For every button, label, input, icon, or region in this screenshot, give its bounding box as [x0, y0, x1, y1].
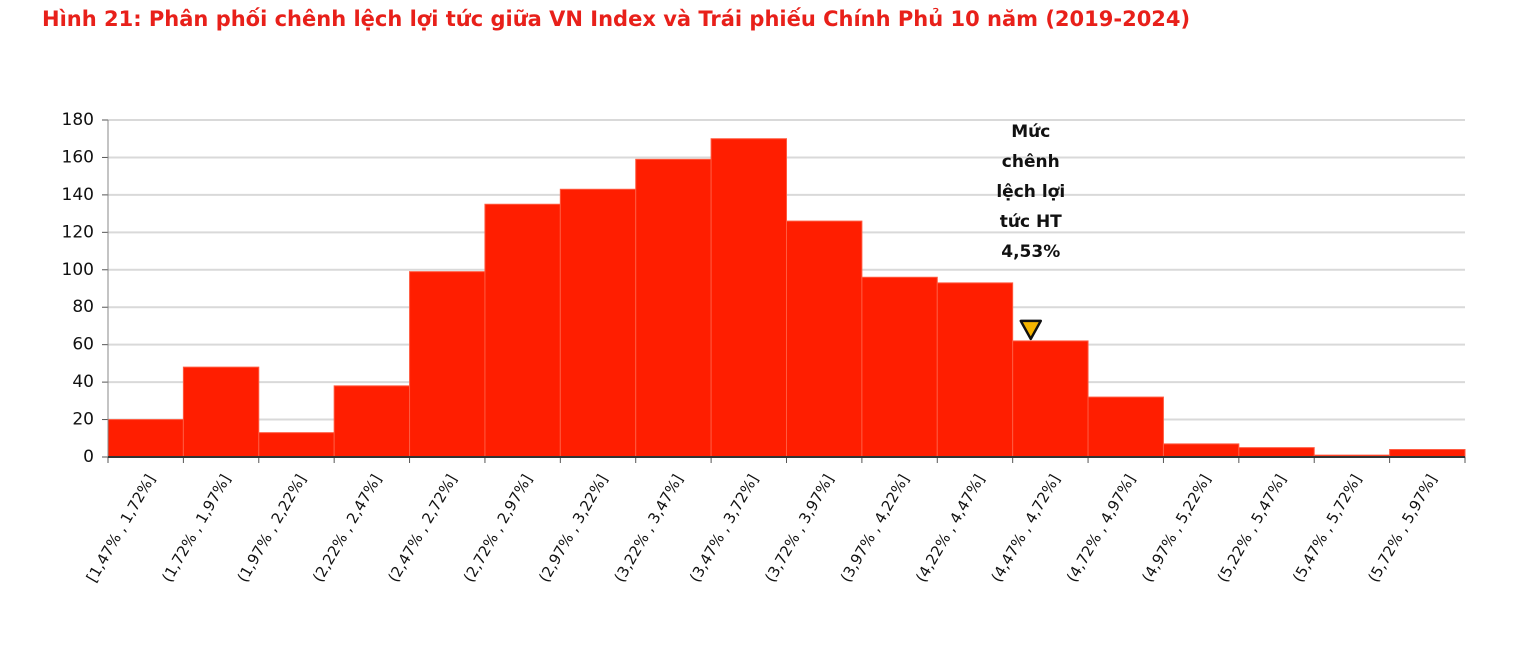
annotation-text: 4,53%	[1001, 242, 1060, 262]
y-tick-label: 60	[72, 335, 94, 355]
x-tick-label: (3,97% , 4,22%]	[837, 471, 913, 585]
annotation-text: lệch lợi	[996, 182, 1065, 202]
bar	[258, 432, 335, 458]
bar	[861, 276, 938, 458]
x-tick-label: (3,47% , 3,72%]	[686, 471, 762, 585]
x-tick-label: (5,22% , 5,47%]	[1214, 471, 1290, 585]
x-tick-label: (2,97% , 3,22%]	[535, 471, 611, 585]
bar	[635, 158, 712, 458]
x-tick-label: (4,72% , 4,97%]	[1063, 471, 1139, 585]
x-tick-label: (4,97% , 5,22%]	[1138, 471, 1214, 585]
x-tick-label: (3,72% , 3,97%]	[761, 471, 837, 585]
chart-title: Hình 21: Phân phối chênh lệch lợi tức gi…	[42, 7, 1190, 31]
y-tick-label: 180	[62, 110, 94, 130]
annotation-text: chênh	[1002, 152, 1060, 172]
x-tick-label: (4,47% , 4,72%]	[987, 471, 1063, 585]
annotation-marker	[1019, 319, 1043, 341]
y-tick-label: 140	[62, 185, 94, 205]
bar	[936, 282, 1014, 458]
bar	[409, 271, 486, 458]
bar	[1087, 396, 1164, 458]
x-tick-label: (1,97% , 2,22%]	[234, 471, 310, 585]
annotation-text: tức HT	[1000, 212, 1062, 232]
annotation-text: Mức	[1011, 122, 1050, 142]
x-tick-label: [1,47% , 1,72%]	[83, 471, 159, 585]
bar	[107, 419, 184, 458]
bar	[710, 138, 787, 458]
x-tick-label: (3,22% , 3,47%]	[611, 471, 687, 585]
bar	[786, 220, 863, 458]
y-tick-label: 40	[72, 372, 94, 392]
x-tick-label: (5,72% , 5,97%]	[1364, 471, 1440, 585]
y-tick-label: 120	[62, 222, 94, 242]
bar	[484, 203, 561, 458]
bar	[182, 366, 260, 458]
y-tick-label: 160	[62, 147, 94, 167]
y-tick-label: 100	[62, 260, 94, 280]
bar	[1238, 447, 1315, 458]
bar	[1012, 340, 1089, 458]
x-tick-label: (5,47% , 5,72%]	[1289, 471, 1365, 585]
bar	[1389, 449, 1466, 458]
bar	[559, 188, 637, 458]
y-tick-label: 80	[72, 297, 94, 317]
x-tick-label: (1,72% , 1,97%]	[158, 471, 234, 585]
x-tick-label: (2,47% , 2,72%]	[384, 471, 460, 585]
bar	[1162, 443, 1240, 458]
x-tick-label: (2,22% , 2,47%]	[309, 471, 385, 585]
y-tick-label: 0	[83, 447, 94, 467]
bar	[333, 385, 411, 458]
x-tick-label: (2,72% , 2,97%]	[460, 471, 536, 585]
y-tick-label: 20	[72, 410, 94, 430]
x-tick-label: (4,22% , 4,47%]	[912, 471, 988, 585]
